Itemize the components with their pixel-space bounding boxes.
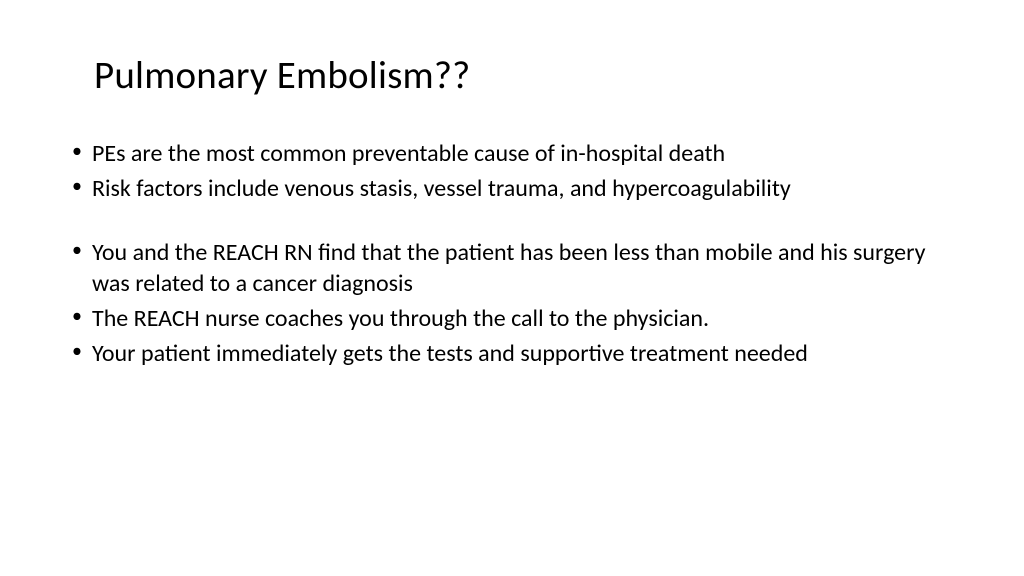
slide-body: PEs are the most common preventable caus…	[70, 139, 954, 369]
slide: Pulmonary Embolism?? PEs are the most co…	[0, 0, 1024, 576]
paragraph-gap	[70, 208, 954, 238]
list-item: Risk factors include venous stasis, vess…	[70, 174, 954, 205]
list-item: The REACH nurse coaches you through the …	[70, 304, 954, 335]
list-item: Your patient immediately gets the tests …	[70, 339, 954, 370]
bullet-text: PEs are the most common preventable caus…	[92, 139, 725, 168]
list-item: PEs are the most common preventable caus…	[70, 139, 954, 170]
bullet-list-2: You and the REACH RN find that the patie…	[70, 238, 954, 369]
slide-title: Pulmonary Embolism??	[94, 52, 954, 99]
bullet-text: Your patient immediately gets the tests …	[92, 339, 808, 368]
bullet-text: You and the REACH RN find that the patie…	[92, 238, 925, 298]
bullet-text: The REACH nurse coaches you through the …	[92, 304, 709, 333]
bullet-text: Risk factors include venous stasis, vess…	[92, 174, 791, 203]
bullet-list-1: PEs are the most common preventable caus…	[70, 139, 954, 204]
list-item: You and the REACH RN find that the patie…	[70, 238, 954, 299]
